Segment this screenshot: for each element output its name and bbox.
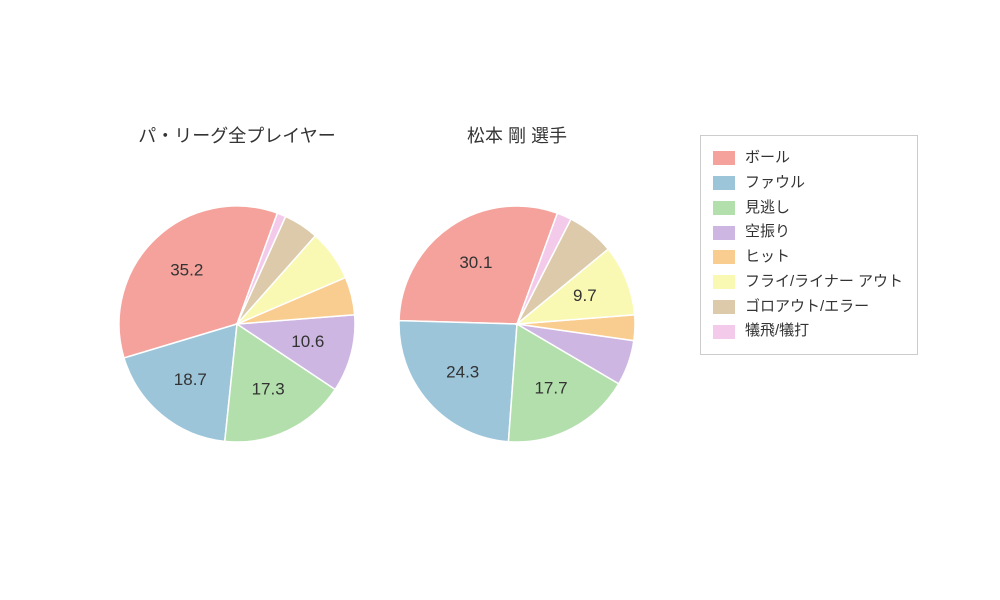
slice-label-league-foul: 18.7 — [174, 370, 207, 389]
pie-league: パ・リーグ全プレイヤー 35.2 18.7 17.3 10.6 — [79, 122, 395, 482]
legend: ボールファウル見逃し空振りヒットフライ/ライナー アウトゴロアウト/エラー犠飛/… — [700, 135, 918, 355]
legend-label-hit: ヒット — [745, 245, 790, 270]
pie-player-title: 松本 剛 選手 — [359, 122, 675, 148]
legend-swatch-fly — [713, 275, 735, 289]
legend-swatch-foul — [713, 176, 735, 190]
legend-swatch-swing — [713, 226, 735, 240]
legend-label-look: 見逃し — [745, 196, 790, 221]
legend-swatch-ball — [713, 151, 735, 165]
slice-label-player-ball: 30.1 — [459, 253, 492, 272]
legend-row-ball: ボール — [713, 146, 903, 171]
legend-label-fly: フライ/ライナー アウト — [745, 270, 903, 295]
slice-label-player-look: 17.7 — [534, 378, 567, 397]
legend-label-ball: ボール — [745, 146, 790, 171]
slice-label-league-ball: 35.2 — [170, 260, 203, 279]
legend-row-look: 見逃し — [713, 196, 903, 221]
legend-swatch-ground — [713, 300, 735, 314]
legend-swatch-look — [713, 201, 735, 215]
legend-row-swing: 空振り — [713, 220, 903, 245]
legend-label-swing: 空振り — [745, 220, 790, 245]
legend-row-sac: 犠飛/犠打 — [713, 319, 903, 344]
legend-row-foul: ファウル — [713, 171, 903, 196]
pie-player-svg: 30.1 24.3 17.7 9.7 — [359, 166, 675, 482]
legend-row-hit: ヒット — [713, 245, 903, 270]
slice-label-league-swing: 10.6 — [291, 332, 324, 351]
pie-player: 松本 剛 選手 30.1 24.3 17.7 9.7 — [359, 122, 675, 482]
legend-swatch-hit — [713, 250, 735, 264]
pie-league-title: パ・リーグ全プレイヤー — [79, 122, 395, 148]
legend-label-sac: 犠飛/犠打 — [745, 319, 809, 344]
slice-label-player-foul: 24.3 — [446, 363, 479, 382]
legend-swatch-sac — [713, 325, 735, 339]
legend-row-fly: フライ/ライナー アウト — [713, 270, 903, 295]
legend-label-foul: ファウル — [745, 171, 805, 196]
legend-row-ground: ゴロアウト/エラー — [713, 295, 903, 320]
legend-label-ground: ゴロアウト/エラー — [745, 295, 869, 320]
slice-label-player-fly: 9.7 — [573, 286, 597, 305]
chart-stage: パ・リーグ全プレイヤー 35.2 18.7 17.3 10.6 松本 剛 選手 30.… — [0, 0, 1000, 600]
pie-league-svg: 35.2 18.7 17.3 10.6 — [79, 166, 395, 482]
slice-label-league-look: 17.3 — [252, 380, 285, 399]
